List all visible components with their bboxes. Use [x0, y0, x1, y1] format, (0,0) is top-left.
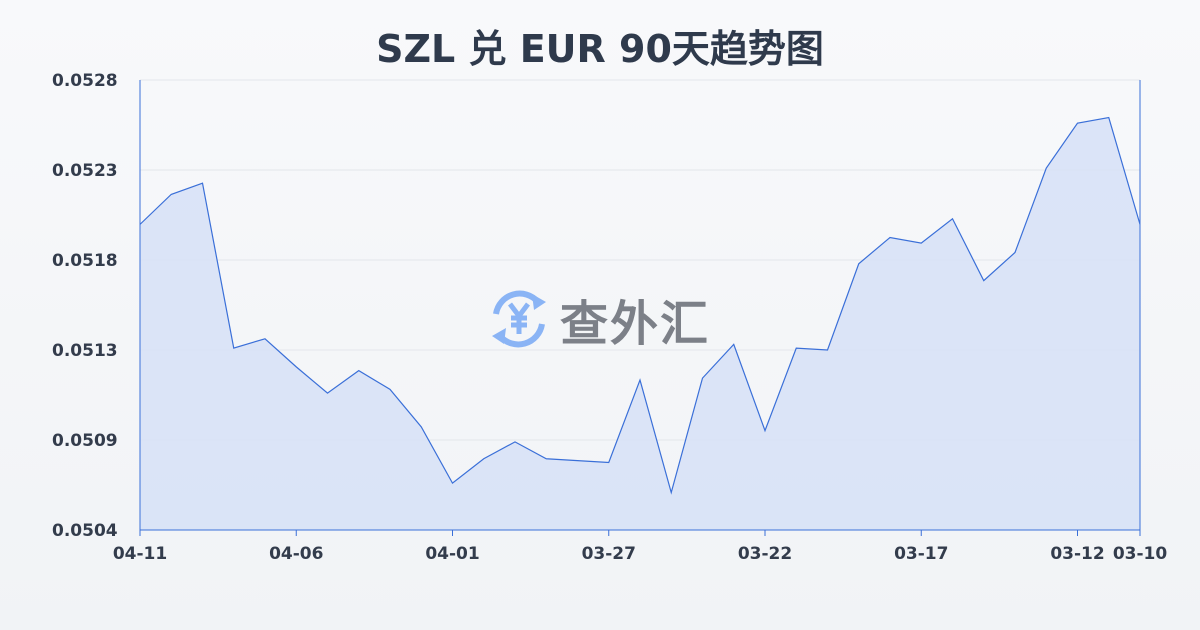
watermark: 查外汇 — [488, 284, 710, 354]
y-tick-label: 0.0509 — [52, 431, 118, 451]
x-tick-label: 04-01 — [425, 544, 479, 564]
x-tick-label: 03-12 — [1050, 544, 1104, 564]
area-fill — [140, 117, 1140, 530]
x-tick-label: 03-10 — [1113, 544, 1168, 564]
y-tick-label: 0.0504 — [52, 521, 118, 541]
x-tick-label: 03-27 — [582, 544, 636, 564]
x-tick-label: 04-06 — [269, 544, 323, 564]
yen-exchange-icon — [492, 290, 546, 348]
watermark-text: 查外汇 — [560, 296, 711, 352]
y-tick-label: 0.0513 — [52, 341, 118, 361]
x-tick-label: 03-22 — [738, 544, 792, 564]
x-tick-label: 04-11 — [113, 544, 167, 564]
y-tick-label: 0.0523 — [52, 161, 118, 181]
y-tick-label: 0.0528 — [52, 71, 118, 91]
chart-title: SZL 兑 EUR 90天趋势图 — [376, 27, 824, 71]
y-tick-label: 0.0518 — [52, 251, 118, 271]
x-tick-label: 03-17 — [894, 544, 948, 564]
